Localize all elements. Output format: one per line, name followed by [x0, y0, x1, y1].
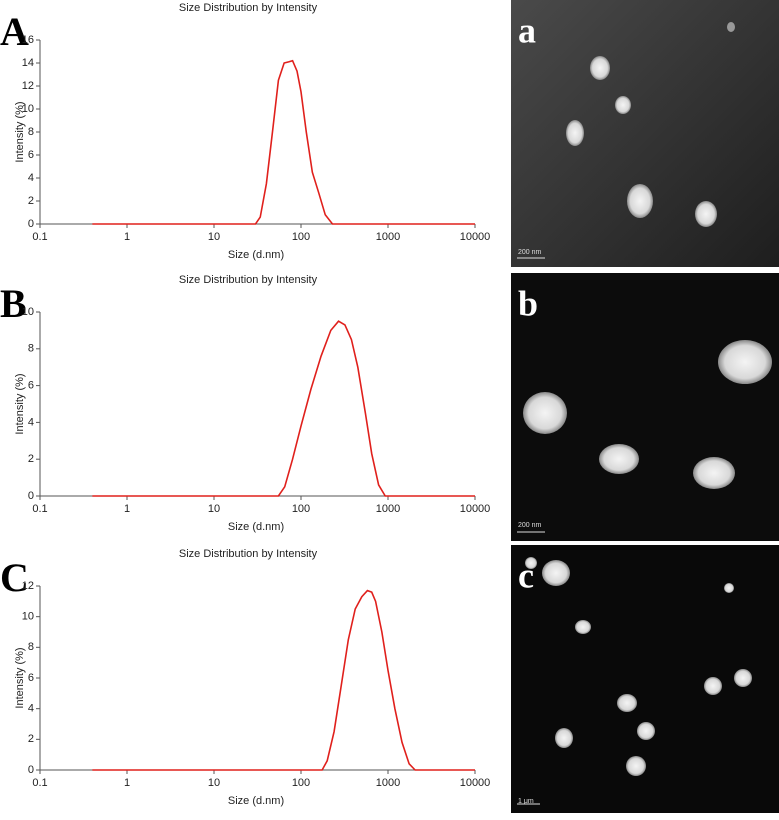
y-tick-label: 10 — [22, 103, 34, 115]
y-tick-label: 8 — [28, 641, 34, 653]
scale-bar-label: 200 nm — [518, 249, 542, 256]
x-axis-label: Size (d.nm) — [228, 521, 284, 533]
tem-image — [511, 0, 779, 267]
x-tick-label: 10000 — [460, 777, 491, 789]
y-tick-label: 8 — [28, 343, 34, 355]
x-tick-label: 0.1 — [32, 503, 47, 515]
y-tick-label: 0 — [28, 490, 34, 502]
y-tick-label: 6 — [28, 149, 34, 161]
y-tick-label: 10 — [22, 306, 34, 318]
x-tick-label: 10000 — [460, 231, 491, 243]
image-label: c — [518, 555, 534, 595]
chart-title: Size Distribution by Intensity — [179, 274, 318, 286]
x-tick-label: 0.1 — [32, 777, 47, 789]
y-tick-label: 4 — [28, 416, 34, 428]
y-tick-label: 12 — [22, 580, 34, 592]
y-tick-label: 10 — [22, 611, 34, 623]
panel-label: C — [0, 555, 29, 600]
tem-image — [511, 545, 779, 813]
data-line — [92, 589, 475, 771]
x-tick-label: 10 — [208, 231, 220, 243]
y-tick-label: 2 — [28, 195, 34, 207]
y-axis-label: Intensity (%) — [14, 101, 26, 162]
y-tick-label: 12 — [22, 80, 34, 92]
x-tick-label: 10 — [208, 503, 220, 515]
tem-image — [511, 273, 779, 541]
x-tick-label: 10 — [208, 777, 220, 789]
scale-bar-label: 200 nm — [518, 522, 542, 529]
y-tick-label: 4 — [28, 703, 34, 715]
x-tick-label: 10000 — [460, 503, 491, 515]
chart-title: Size Distribution by Intensity — [179, 548, 318, 560]
y-tick-label: 0 — [28, 218, 34, 230]
chart-title: Size Distribution by Intensity — [179, 2, 318, 14]
y-tick-label: 6 — [28, 672, 34, 684]
scale-bar-label: 1 μm — [518, 798, 534, 805]
y-tick-label: 6 — [28, 380, 34, 392]
x-tick-label: 1 — [124, 777, 130, 789]
panel-label: A — [0, 9, 29, 54]
x-tick-label: 1 — [124, 231, 130, 243]
x-axis-label: Size (d.nm) — [228, 795, 284, 807]
x-tick-label: 0.1 — [32, 231, 47, 243]
x-tick-label: 100 — [292, 777, 310, 789]
data-line — [92, 320, 475, 497]
image-label: a — [518, 10, 536, 50]
panel-label: B — [0, 281, 27, 326]
x-tick-label: 100 — [292, 503, 310, 515]
y-tick-label: 4 — [28, 172, 34, 184]
x-axis-label: Size (d.nm) — [228, 249, 284, 261]
y-tick-label: 14 — [22, 57, 34, 69]
y-axis-label: Intensity (%) — [14, 647, 26, 708]
y-tick-label: 0 — [28, 764, 34, 776]
image-label: b — [518, 283, 538, 323]
y-tick-label: 16 — [22, 34, 34, 46]
x-tick-label: 1000 — [376, 231, 400, 243]
x-tick-label: 1000 — [376, 777, 400, 789]
x-tick-label: 100 — [292, 231, 310, 243]
data-line — [92, 59, 475, 225]
y-tick-label: 2 — [28, 453, 34, 465]
y-tick-label: 8 — [28, 126, 34, 138]
y-tick-label: 2 — [28, 733, 34, 745]
x-tick-label: 1 — [124, 503, 130, 515]
y-axis-label: Intensity (%) — [14, 373, 26, 434]
x-tick-label: 1000 — [376, 503, 400, 515]
